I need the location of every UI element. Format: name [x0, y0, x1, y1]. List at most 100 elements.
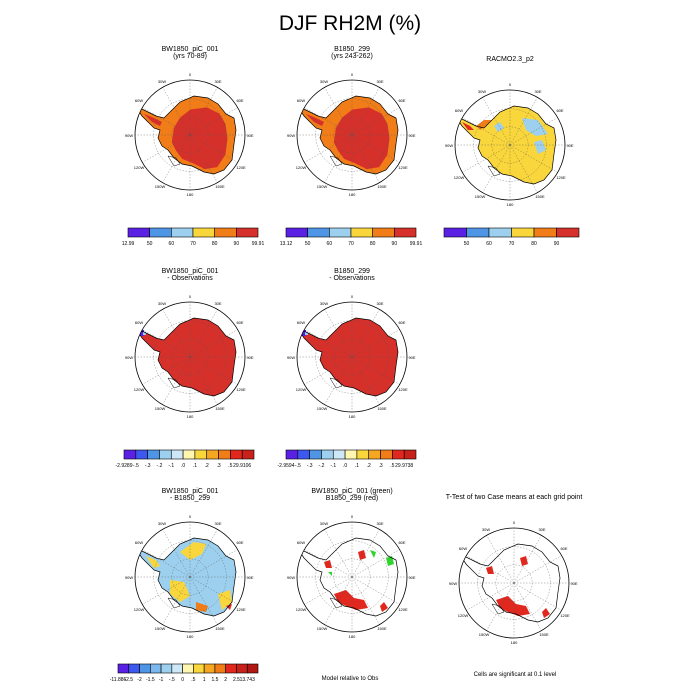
colorbar-label: -.3: [307, 463, 313, 469]
longitude-label-top: 0: [189, 72, 192, 77]
peninsula-fill: [306, 114, 324, 126]
longitude-label-left: 90W: [287, 355, 295, 360]
longitude-label-lr150: 150E: [215, 184, 225, 189]
longitude-label-ul60: 60W: [297, 540, 305, 545]
colorbar-label: 90: [554, 241, 560, 247]
meridian-line: [189, 549, 238, 578]
latitude-circle: [315, 320, 389, 394]
longitude-label-ur30: 30E: [214, 301, 221, 306]
colorbar-bw1850-minus-b1850: -11.886 -2.5 -2 -1.5 -1 -.5 0 .5 1 1.5 2 2.5 13.743: [110, 663, 259, 683]
graticule: [297, 522, 407, 632]
colorbar-swatch: [182, 663, 194, 674]
colorbar-swatch: [218, 449, 231, 460]
longitude-label-top: 0: [189, 294, 192, 299]
colorbar-swatch: [556, 227, 580, 238]
colorbar-swatch: [203, 663, 216, 674]
longitude-label-left: 90W: [125, 133, 133, 138]
meridian-line: [162, 309, 191, 358]
longitude-label-left: 90W: [125, 575, 133, 580]
longitude-label-lr150: 150E: [539, 632, 549, 637]
longitude-label-ll150: 150W: [475, 194, 486, 199]
longitude-label-ur60: 60E: [556, 108, 563, 113]
meridian-line: [486, 582, 515, 631]
colorbar-racmo-obs: 50 60 70 80 90: [443, 227, 580, 247]
meridian-line: [189, 134, 218, 183]
colorbar-swatch: [285, 227, 308, 238]
colorbar-swatch: [117, 663, 130, 674]
significant-cells: [324, 560, 332, 568]
colorbar-swatch: [170, 449, 184, 460]
longitude-label-right: 90E: [408, 355, 415, 360]
latitude-circle: [495, 564, 533, 602]
meridian-line: [466, 582, 515, 611]
colorbar-swatch: [171, 663, 183, 674]
colorbar-swatch: [147, 449, 160, 460]
longitude-label-left: 90W: [449, 581, 457, 586]
obs-green-cells: [386, 556, 394, 566]
colorbar-b1850-climo: 13.12 50 60 70 80 90 99.91: [280, 227, 422, 247]
peninsula-fill: [144, 114, 162, 126]
longitude-label-ul30: 30W: [320, 79, 328, 84]
meridian-line: [351, 356, 380, 405]
longitude-label-left: 90W: [125, 355, 133, 360]
colorbar-label: 50: [147, 241, 153, 247]
latitude-circle: [153, 98, 227, 172]
polar-map: 0 30E 60E 90E 120E 150E 180 150W 120W 90W 60W 30W: [287, 72, 416, 197]
longitude-label-ll150: 150W: [317, 626, 328, 631]
colorbar-swatch: [533, 227, 557, 238]
obs-red-patch: [462, 122, 474, 130]
colorbar-label: .1: [355, 463, 359, 469]
colorbar-swatch: [344, 449, 358, 460]
colorbar-label: 29.9106: [233, 463, 251, 469]
meridian-line: [142, 107, 191, 136]
longitude-label-ur60: 60E: [236, 540, 243, 545]
longitude-label-lr120: 120E: [398, 607, 408, 612]
colorbar-swatch: [241, 449, 255, 460]
ice-shelf-outline: [329, 155, 343, 167]
longitude-label-bottom: 180: [511, 640, 518, 645]
colorbar-label: 13.12: [280, 241, 293, 247]
longitude-label-ll120: 120W: [296, 165, 307, 170]
footnote-significance: Cells are significant at 0.1 level: [473, 672, 557, 678]
longitude-label-ur60: 60E: [236, 320, 243, 325]
obs-orange-patch: [476, 120, 492, 130]
meridian-line: [324, 134, 353, 183]
longitude-label-ur30: 30E: [376, 79, 383, 84]
longitude-label-ur30: 30E: [214, 521, 221, 526]
longitude-label-ul60: 60W: [459, 546, 467, 551]
colorbar-label: .1: [193, 463, 197, 469]
diff-positive-patch: [196, 602, 208, 612]
longitude-label-bottom: 180: [349, 414, 356, 419]
colorbar-label: -.5: [133, 463, 139, 469]
colorbar-label: 80: [212, 241, 218, 247]
meridian-line: [189, 87, 218, 136]
longitude-label-right: 90E: [246, 575, 253, 580]
panel-bw1850-minus-obs: BW1850_piC_001 - Observations 0 30E 60E 90E…: [110, 268, 270, 419]
negative-bias-cell: [302, 330, 306, 336]
colorbar-label: 80: [531, 241, 537, 247]
panel-title-line1: B1850_299: [334, 46, 370, 53]
colorbar-label: 90: [234, 241, 240, 247]
colorbar-b1850-minus-obs: -2.9594 -.5 -.3 -.2 -.1 .0 .1 .2 .3 .5 29.9738: [278, 449, 417, 469]
colorbar-swatch: [150, 663, 162, 674]
map-boundary: [458, 527, 570, 639]
longitude-label-right: 90E: [408, 575, 415, 580]
longitude-label-lr120: 120E: [556, 175, 566, 180]
colorbar-swatch: [466, 227, 490, 238]
meridian-line: [324, 529, 353, 578]
panel-title-line1: BW1850_piC_001: [161, 268, 219, 275]
longitude-label-bottom: 180: [349, 192, 356, 197]
longitude-label-ur60: 60E: [398, 98, 405, 103]
meridian-line: [351, 356, 400, 385]
colorbar-swatch: [194, 449, 208, 460]
meridian-line: [162, 529, 191, 578]
colorbar-swatch: [511, 227, 535, 238]
meridian-line: [162, 134, 191, 183]
colorbar-swatch: [372, 227, 395, 238]
panel-title-line1: RACMO2.3_p2: [486, 56, 534, 63]
meridian-line: [189, 576, 238, 605]
significant-cells: [520, 556, 528, 566]
meridian-line: [351, 329, 400, 358]
colorbar-bw1850-climo: 12.99 50 60 70 80 90 99.91: [122, 227, 264, 247]
longitude-label-top: 0: [351, 72, 354, 77]
